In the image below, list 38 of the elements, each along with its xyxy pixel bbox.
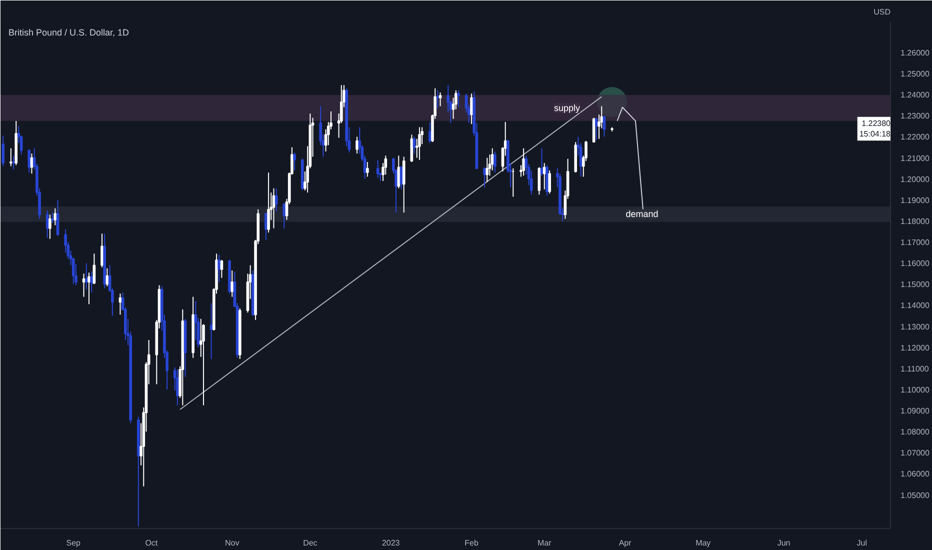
- x-tick-label: Apr: [618, 538, 632, 548]
- x-tick-label: Sep: [66, 538, 82, 548]
- y-tick-label: 1.19000: [900, 196, 930, 205]
- y-tick-label: 1.18000: [900, 216, 930, 226]
- y-axis-title: USD: [874, 8, 891, 16]
- y-tick-label: 1.11000: [900, 364, 930, 374]
- y-tick-label: 1.07000: [900, 448, 930, 458]
- x-tick-label: 2023: [382, 538, 400, 548]
- band-label: supply: [554, 102, 581, 113]
- y-tick-label: 1.20000: [900, 174, 930, 184]
- x-tick-label: Oct: [145, 538, 158, 548]
- x-tick-label: Mar: [538, 538, 552, 548]
- y-tick-label: 1.25000: [900, 70, 930, 79]
- x-tick-label: May: [696, 538, 711, 548]
- x-tick-label: Feb: [464, 538, 479, 548]
- x-tick-label: Jul: [856, 538, 868, 548]
- y-tick-label: 1.22000: [900, 132, 930, 142]
- y-tick-label: 1.05000: [900, 490, 930, 500]
- y-tick-label: 1.06000: [900, 470, 930, 479]
- y-tick-label: 1.13000: [900, 322, 930, 332]
- y-tick-label: 1.10000: [900, 385, 930, 394]
- y-tick-label: 1.12000: [900, 343, 930, 352]
- y-tick-label: 1.26000: [900, 48, 930, 58]
- y-tick-label: 1.08000: [900, 428, 930, 437]
- y-tick-label: 1.23000: [900, 112, 930, 121]
- x-tick-label: Jun: [777, 538, 790, 548]
- y-tick-label: 1.16000: [900, 259, 930, 268]
- annotation: 15:04:18: [859, 130, 892, 139]
- x-tick-label: Dec: [303, 538, 318, 548]
- y-tick-label: 1.17000: [900, 238, 930, 248]
- x-tick-label: Nov: [224, 538, 240, 548]
- y-tick-label: 1.24000: [900, 90, 930, 100]
- text: British Pound / U.S. Dollar, 1D: [8, 28, 130, 38]
- y-tick-label: 1.15000: [900, 280, 930, 290]
- y-tick-label: 1.14000: [900, 301, 930, 310]
- y-tick-label: 1.21000: [900, 154, 930, 163]
- annotation: 1.22380: [862, 118, 892, 128]
- y-tick-label: 1.09000: [900, 406, 930, 416]
